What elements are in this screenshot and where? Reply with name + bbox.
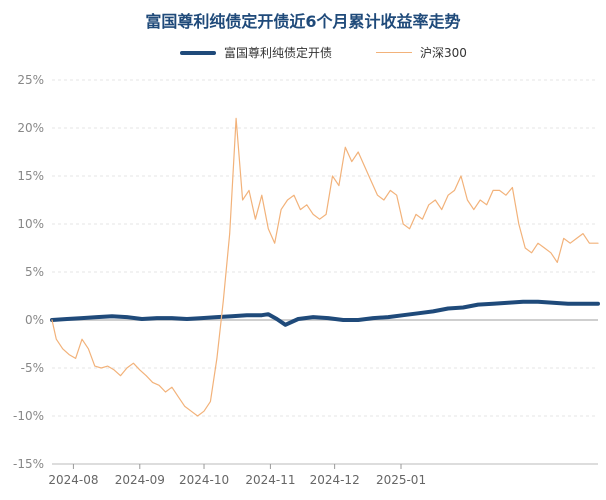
legend: 富国尊利纯债定开债 沪深300 — [0, 44, 606, 62]
y-tick-label: 15% — [17, 169, 44, 183]
x-tick-label: 2025-01 — [376, 473, 426, 487]
x-tick-label: 2024-11 — [245, 473, 295, 487]
y-tick-label: 10% — [17, 217, 44, 231]
x-tick-label: 2024-10 — [179, 473, 229, 487]
x-tick-label: 2024-09 — [115, 473, 165, 487]
y-tick-label: 25% — [17, 73, 44, 87]
y-tick-label: 0% — [25, 313, 44, 327]
legend-label-index: 沪深300 — [420, 46, 467, 60]
y-tick-label: 20% — [17, 121, 44, 135]
legend-item-fund: 富国尊利纯债定开债 — [180, 44, 332, 61]
series-line-fund — [50, 299, 600, 327]
x-tick-label: 2024-08 — [48, 473, 98, 487]
x-tick-label: 2024-12 — [310, 473, 360, 487]
legend-swatch-index — [376, 52, 412, 53]
y-tick-label: -5% — [21, 361, 44, 375]
series-line-index — [51, 117, 599, 417]
y-tick-label: -10% — [13, 409, 44, 423]
chart-title: 富国尊利纯债定开债近6个月累计收益率走势 — [145, 12, 461, 31]
legend-item-index: 沪深300 — [376, 44, 467, 61]
y-tick-label: 5% — [25, 265, 44, 279]
y-tick-label: -15% — [13, 457, 44, 471]
legend-label-fund: 富国尊利纯债定开债 — [224, 46, 333, 60]
legend-swatch-fund — [180, 50, 216, 55]
